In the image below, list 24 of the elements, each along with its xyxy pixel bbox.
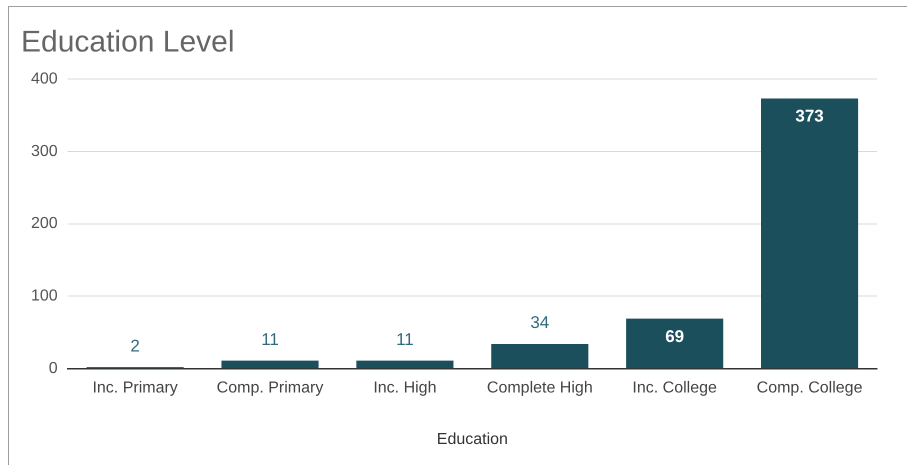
data-label: 69 bbox=[665, 326, 684, 346]
x-tick-label: Inc. High bbox=[373, 380, 436, 397]
y-tick-label: 300 bbox=[30, 142, 58, 160]
bar bbox=[491, 344, 588, 368]
y-tick-label: 400 bbox=[30, 70, 58, 88]
x-tick-label: Complete High bbox=[486, 380, 593, 397]
y-tick-label: 100 bbox=[30, 288, 58, 305]
x-tick-label: Comp. College bbox=[756, 380, 863, 397]
data-label: 34 bbox=[530, 313, 550, 332]
data-label: 373 bbox=[795, 106, 824, 126]
data-label: 11 bbox=[396, 330, 414, 349]
bar bbox=[761, 98, 858, 368]
chart-title: Education Level bbox=[21, 25, 234, 58]
x-tick-label: Inc. College bbox=[632, 380, 718, 397]
y-tick-label: 200 bbox=[30, 215, 58, 232]
x-tick-label: Comp. Primary bbox=[216, 380, 324, 397]
data-label: 11 bbox=[261, 330, 279, 349]
data-label: 2 bbox=[130, 336, 140, 356]
bar bbox=[356, 360, 454, 368]
x-tick-label: Inc. Primary bbox=[92, 380, 178, 397]
bar bbox=[221, 360, 319, 368]
bar bbox=[626, 318, 724, 368]
x-axis-title: Education bbox=[436, 430, 508, 448]
y-tick-label: 0 bbox=[48, 360, 58, 378]
